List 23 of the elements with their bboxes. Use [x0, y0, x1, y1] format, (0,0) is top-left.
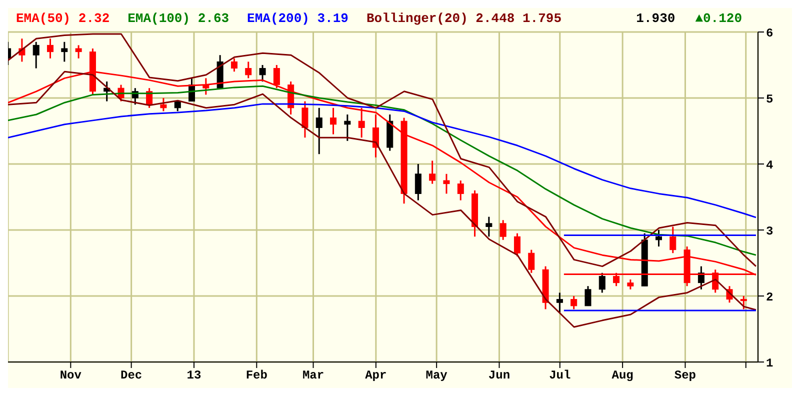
x-tick-label: Feb — [246, 368, 268, 383]
y-tick-label: 5 — [766, 92, 774, 106]
x-tick-label: Jun — [488, 368, 510, 383]
x-tick-label: 13 — [186, 368, 202, 383]
text: 1.930 — [636, 10, 676, 26]
x-tick-label: Mar — [302, 368, 324, 383]
x-tick-label: Dec — [120, 368, 142, 383]
text: EMA(200) 3.19 — [247, 10, 348, 26]
y-tick-label: 6 — [766, 26, 774, 40]
x-tick-label: Apr — [365, 368, 387, 383]
text: EMA(100) 2.63 — [128, 10, 230, 26]
x-tick-label: Jul — [549, 368, 571, 383]
text: ▲0.120 — [695, 10, 742, 26]
x-tick-label: May — [426, 368, 448, 383]
y-tick-label: 1 — [766, 356, 774, 370]
x-tick-label: Sep — [674, 368, 696, 383]
text: EMA(50) 2.32 — [16, 10, 110, 26]
y-tick-label: 3 — [766, 224, 774, 238]
text: Bollinger(20) 2.448 1.795 — [366, 10, 562, 26]
x-tick-label: Aug — [612, 368, 634, 383]
y-tick-label: 2 — [766, 290, 774, 304]
x-tick-label: Nov — [60, 368, 82, 383]
y-tick-label: 4 — [766, 158, 774, 172]
